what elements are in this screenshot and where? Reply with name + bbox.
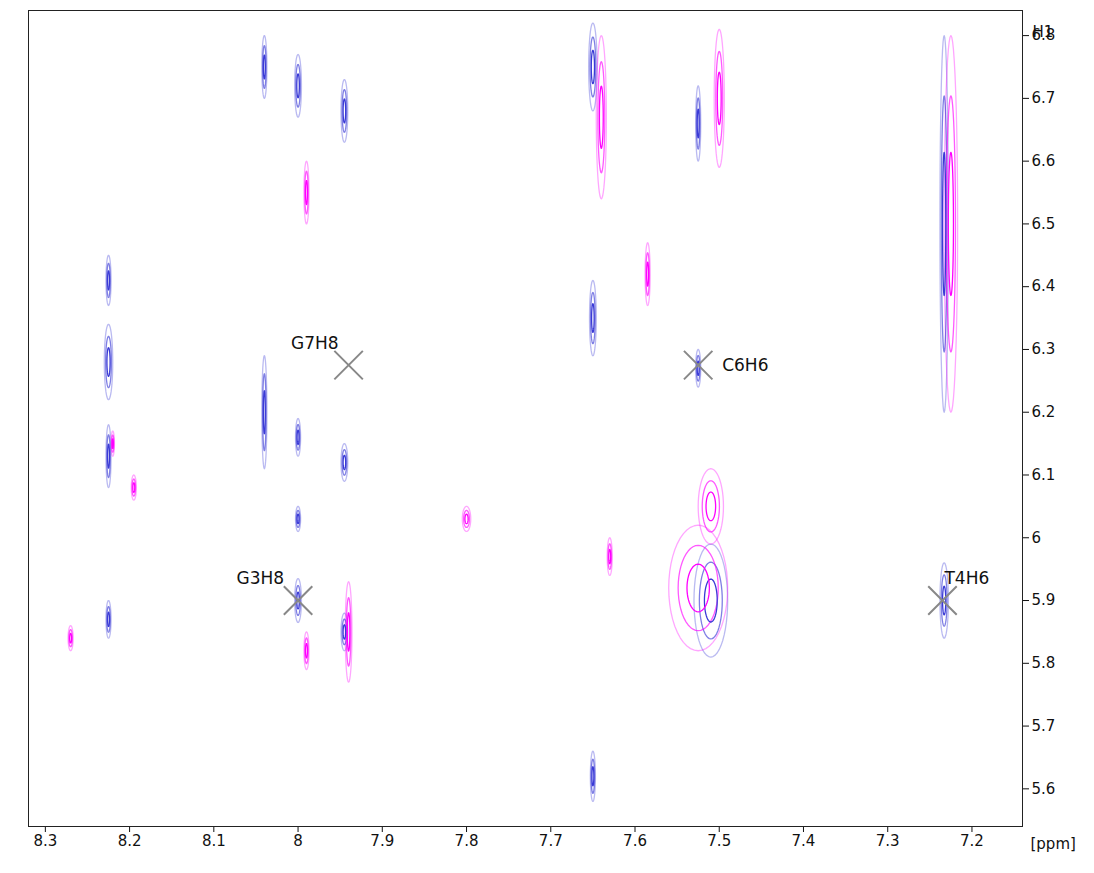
svg-text:5.6: 5.6: [1032, 780, 1056, 798]
svg-text:5.9: 5.9: [1032, 591, 1056, 609]
svg-text:8: 8: [293, 832, 303, 850]
svg-text:5.8: 5.8: [1032, 654, 1056, 672]
svg-text:7.3: 7.3: [876, 832, 900, 850]
svg-text:C6H6: C6H6: [722, 355, 768, 375]
svg-text:6: 6: [1032, 529, 1042, 547]
svg-text:6.2: 6.2: [1032, 403, 1056, 421]
svg-text:6.4: 6.4: [1032, 277, 1056, 295]
svg-text:G3H8: G3H8: [236, 568, 284, 588]
svg-text:6.1: 6.1: [1032, 466, 1056, 484]
svg-text:7.2: 7.2: [960, 832, 984, 850]
svg-text:G7H8: G7H8: [291, 333, 339, 353]
svg-text:8.1: 8.1: [202, 832, 226, 850]
svg-text:H1: H1: [1033, 23, 1054, 41]
svg-text:7.6: 7.6: [623, 832, 647, 850]
svg-text:6.5: 6.5: [1032, 215, 1056, 233]
svg-text:[ppm]: [ppm]: [1031, 835, 1076, 853]
svg-text:7.5: 7.5: [707, 832, 731, 850]
svg-text:6.6: 6.6: [1032, 152, 1056, 170]
svg-text:7.4: 7.4: [792, 832, 816, 850]
svg-text:7.8: 7.8: [455, 832, 479, 850]
svg-text:5.7: 5.7: [1032, 717, 1056, 735]
svg-text:7.9: 7.9: [370, 832, 394, 850]
svg-text:8.3: 8.3: [33, 832, 57, 850]
svg-text:T4H6: T4H6: [943, 568, 989, 588]
svg-text:7.7: 7.7: [539, 832, 563, 850]
svg-text:8.2: 8.2: [118, 832, 142, 850]
svg-text:6.3: 6.3: [1032, 340, 1056, 358]
svg-text:6.7: 6.7: [1032, 89, 1056, 107]
